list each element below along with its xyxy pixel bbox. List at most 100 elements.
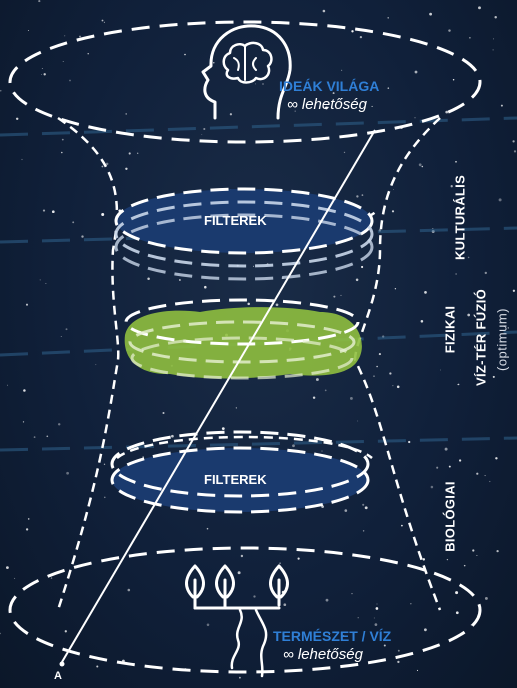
star-dot — [292, 444, 295, 448]
star-dot — [389, 372, 392, 375]
star-dot — [46, 435, 49, 438]
star-dot — [494, 16, 497, 19]
star-dot — [312, 396, 316, 399]
star-dot — [333, 295, 336, 298]
star-dot — [440, 369, 441, 371]
lower-filter-label: FILTEREK — [204, 472, 267, 487]
star-dot — [324, 106, 328, 110]
point-a-label: A — [54, 670, 62, 682]
star-dot — [95, 364, 97, 366]
star-dot — [294, 110, 296, 112]
star-dot — [239, 676, 241, 679]
star-dot — [312, 650, 314, 652]
star-dot — [424, 628, 427, 632]
star-dot — [362, 530, 365, 532]
star-dot — [125, 167, 128, 170]
star-dot — [373, 375, 375, 377]
star-dot — [235, 407, 237, 409]
star-dot — [178, 279, 181, 281]
star-dot — [512, 140, 515, 143]
star-dot — [492, 375, 495, 378]
star-dot — [105, 162, 109, 166]
star-dot — [376, 365, 378, 368]
star-dot — [104, 496, 106, 499]
star-dot — [463, 564, 466, 567]
star-dot — [414, 70, 418, 74]
star-dot — [51, 210, 55, 214]
star-dot — [362, 503, 365, 506]
star-dot — [15, 117, 19, 121]
lower-filter — [110, 430, 370, 514]
star-dot — [452, 79, 455, 81]
star-dot — [321, 450, 323, 452]
star-dot — [22, 421, 25, 423]
star-dot — [484, 475, 486, 477]
star-dot — [383, 644, 386, 647]
optimum-label: (optimum) — [494, 308, 510, 372]
background-dash-lines — [0, 116, 517, 452]
star-dot — [455, 591, 459, 595]
trees-roots-icon — [185, 564, 289, 678]
star-dot — [324, 389, 327, 392]
star-dot — [349, 396, 353, 400]
star-dot — [0, 89, 2, 92]
star-dot — [410, 603, 412, 605]
star-dot — [392, 385, 394, 387]
star-dot — [41, 74, 42, 75]
star-dot — [101, 19, 104, 22]
star-dot — [364, 506, 368, 510]
star-dot — [484, 596, 488, 600]
star-dot — [184, 53, 186, 56]
star-dot — [43, 73, 46, 76]
star-dot — [498, 198, 502, 202]
star-dot — [27, 30, 29, 31]
star-dot — [376, 603, 378, 605]
star-dot — [371, 105, 373, 107]
star-dot — [61, 151, 63, 154]
head-brain-icon — [201, 24, 292, 120]
star-dot — [476, 554, 478, 557]
star-dot — [299, 653, 302, 656]
star-dot — [103, 21, 105, 23]
star-dot — [397, 649, 400, 652]
star-dot — [42, 209, 46, 212]
star-dot — [206, 527, 209, 530]
star-dot — [512, 289, 516, 292]
star-dot — [23, 389, 26, 392]
top-subtitle: ∞ lehetőség — [287, 96, 367, 113]
star-dot — [262, 83, 264, 85]
star-dot — [421, 165, 424, 168]
fizikai-label: FIZIKAI — [442, 305, 458, 354]
star-dot — [448, 465, 451, 468]
star-dot — [38, 0, 41, 3]
star-dot — [387, 87, 390, 89]
star-dot — [332, 92, 335, 95]
star-dot — [66, 471, 69, 475]
star-dot — [414, 117, 416, 119]
star-dot — [507, 327, 509, 329]
star-dot — [201, 134, 203, 136]
star-dot — [340, 294, 342, 296]
star-dot — [0, 632, 1, 635]
star-dot — [125, 113, 127, 115]
star-dot — [137, 152, 139, 154]
star-dot — [87, 53, 89, 55]
point-a-marker — [59, 661, 65, 667]
kulturalis-label: KULTURÁLIS — [452, 174, 468, 261]
star-dot — [444, 447, 448, 451]
star-dot — [493, 38, 495, 40]
upper-filter — [114, 187, 374, 281]
star-dot — [275, 303, 279, 307]
star-dot — [79, 35, 81, 38]
star-dot — [467, 313, 471, 317]
star-dot — [418, 163, 422, 167]
star-dot — [221, 427, 225, 430]
star-dot — [500, 104, 503, 107]
star-dot — [328, 633, 330, 635]
star-dot — [496, 549, 499, 553]
star-dot — [396, 385, 400, 389]
star-dot — [489, 480, 491, 483]
star-dot — [101, 165, 104, 168]
